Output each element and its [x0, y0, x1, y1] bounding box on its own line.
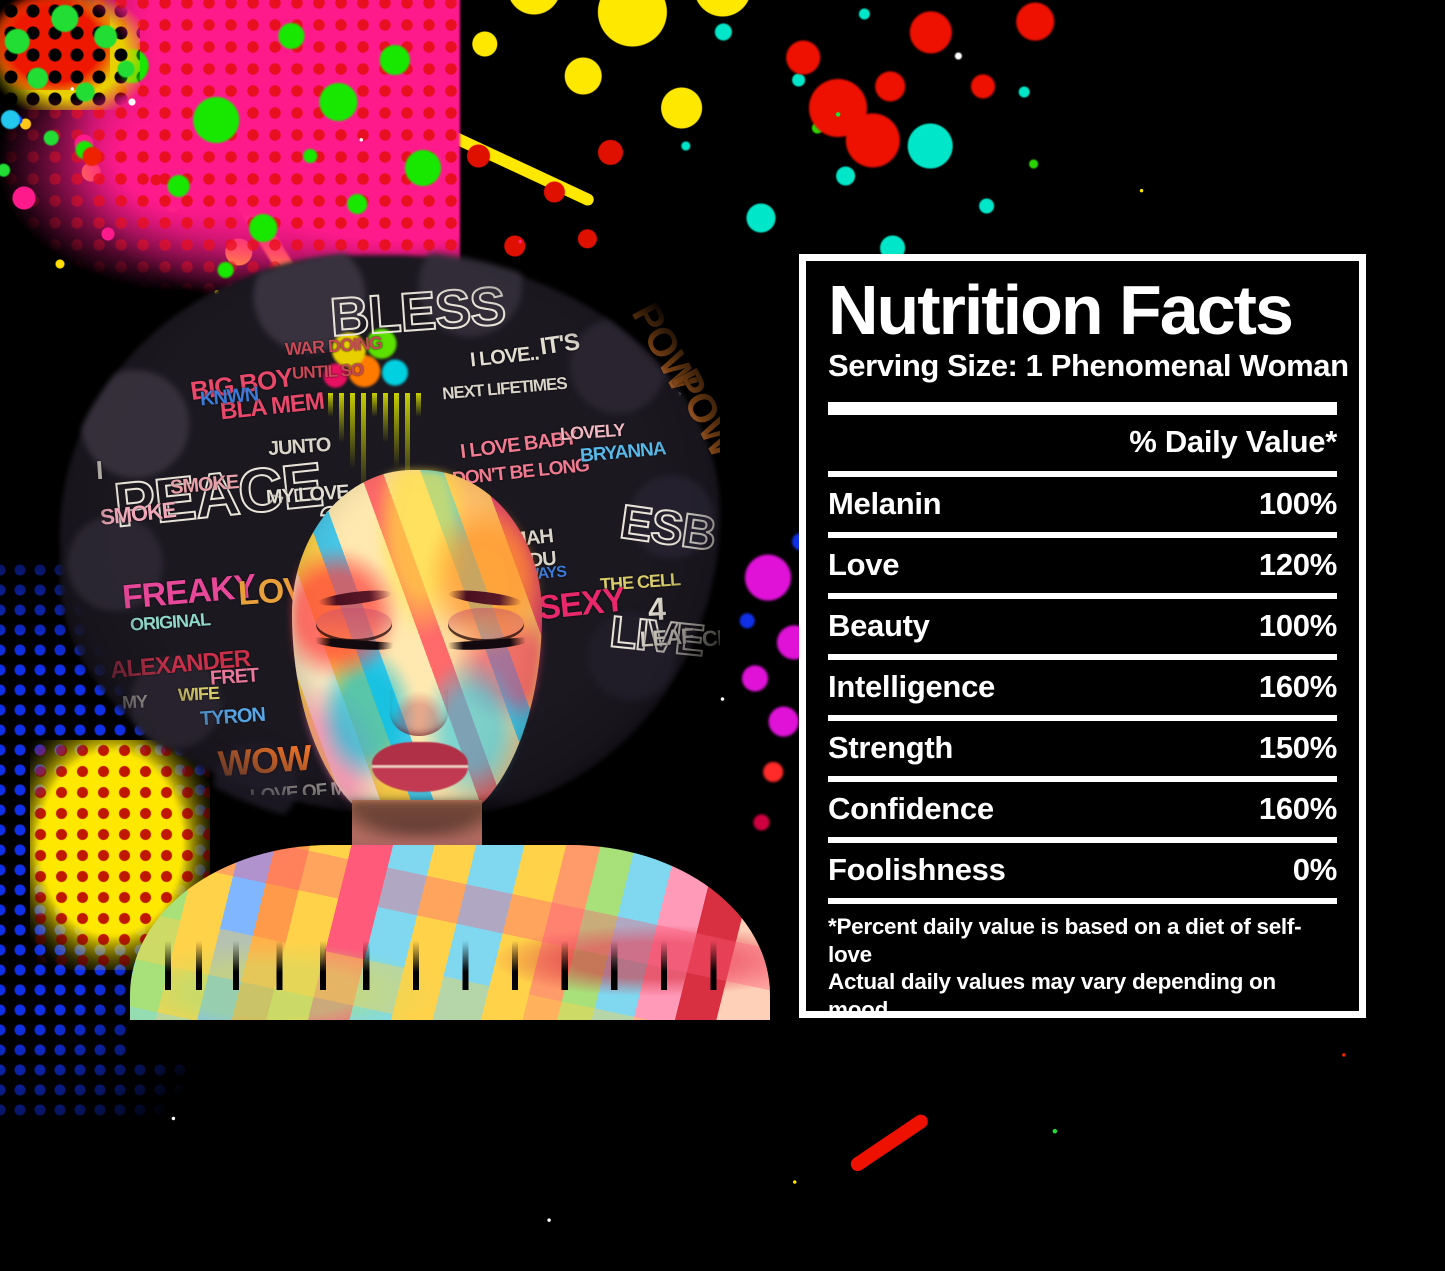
divider-row: [828, 898, 1337, 905]
nutrient-name: Melanin: [828, 486, 942, 522]
nutrient-name: Beauty: [828, 608, 930, 644]
footnote-line-2: Actual daily values may vary depending o…: [828, 969, 1276, 1022]
graffiti-tag: BRYANNA: [579, 438, 667, 467]
divider-row: [828, 837, 1337, 844]
nutrient-row: Strength 150%: [828, 721, 1337, 776]
nose-icon: [390, 690, 448, 736]
nutrient-name: Strength: [828, 730, 954, 766]
graffiti-tag: WOW: [216, 736, 313, 785]
graffiti-tag: NEXT LIFETIMES: [441, 373, 568, 404]
graffiti-tag: POW: [663, 361, 720, 465]
graffiti-tag: SEXY: [536, 580, 627, 628]
graffiti-tag: ORIGINAL: [129, 609, 211, 635]
nutrient-value: 160%: [1258, 791, 1337, 827]
graffiti-tag: IT'S: [538, 328, 581, 361]
paint-drip-icon: [328, 393, 333, 417]
graffiti-tag: TYRON: [199, 703, 266, 731]
graffiti-tag: LEAF: [639, 623, 695, 652]
graffiti-tag: ESB: [616, 495, 720, 563]
graffiti-tag: KNWN: [199, 383, 260, 411]
paint-drip-icon: [372, 393, 377, 417]
paint-drip-icon: [416, 393, 421, 417]
graffiti-tag: FRET: [209, 664, 259, 690]
nutrient-row: Beauty 100%: [828, 599, 1337, 654]
nutrient-rows: Melanin 100% Love 120% Beauty 100% Intelligenc…: [828, 477, 1337, 905]
nutrition-facts-label: Nutrition Facts Serving Size: 1 Phenomen…: [799, 254, 1366, 1022]
paint-drip-icon: [350, 393, 355, 469]
graffiti-tag: CLO: [701, 623, 720, 652]
nutrient-name: Intelligence: [828, 669, 995, 705]
nutrient-value: 120%: [1258, 547, 1337, 583]
paint-drip-icon: [383, 393, 388, 443]
label-title: Nutrition Facts: [828, 271, 1294, 349]
nutrient-value: 150%: [1258, 730, 1337, 766]
eye-left-icon: [316, 608, 392, 642]
divider-thick: [828, 402, 1337, 416]
divider-row: [828, 715, 1337, 722]
graffiti-tag: 4: [647, 590, 666, 628]
graffiti-tag: UNTIL SO: [291, 360, 364, 383]
divider-daily-value: [828, 471, 1337, 478]
nutrient-row: Love 120%: [828, 538, 1337, 593]
nutrient-name: Love: [828, 547, 900, 583]
paint-drip-icon: [405, 393, 410, 495]
graffiti-tag: I LOVE..: [469, 342, 540, 372]
graffiti-tag: LOVELY: [559, 419, 625, 445]
nutrient-value: 0%: [1292, 852, 1338, 888]
nutrient-name: Confidence: [828, 791, 994, 827]
chin-shadow-icon: [330, 800, 510, 840]
nutrient-value: 100%: [1258, 608, 1337, 644]
serving-size-text: Serving Size: 1 Phenomenal Woman: [828, 348, 1349, 384]
graffiti-tag: MY: [121, 691, 148, 713]
nutrient-row: Intelligence 160%: [828, 660, 1337, 715]
divider-row: [828, 654, 1337, 661]
divider-row: [828, 776, 1337, 783]
daily-value-header: % Daily Value*: [1129, 424, 1337, 460]
nutrient-row: Confidence 160%: [828, 782, 1337, 837]
paint-drip-icon: [339, 393, 344, 443]
paint-drip-icon: [361, 393, 366, 495]
paint-drip-blob-icon: [322, 327, 418, 403]
eye-right-icon: [448, 608, 524, 642]
nutrient-name: Foolishness: [828, 852, 1006, 888]
graffiti-tag: JUNTO: [267, 433, 332, 461]
crowd-silhouette-icon: [130, 955, 770, 1060]
lips-icon: [372, 742, 468, 792]
nutrient-value: 100%: [1258, 486, 1337, 522]
nutrient-value: 160%: [1258, 669, 1337, 705]
footnote-line-1: *Percent daily value is based on a diet …: [828, 914, 1302, 967]
nutrient-row: Melanin 100%: [828, 477, 1337, 532]
footnote: *Percent daily value is based on a diet …: [828, 913, 1337, 1023]
paint-drip-icon: [394, 393, 399, 469]
graffiti-tag: I: [94, 454, 104, 486]
nutrient-row: Foolishness 0%: [828, 843, 1337, 898]
divider-row: [828, 532, 1337, 539]
divider-row: [828, 593, 1337, 600]
